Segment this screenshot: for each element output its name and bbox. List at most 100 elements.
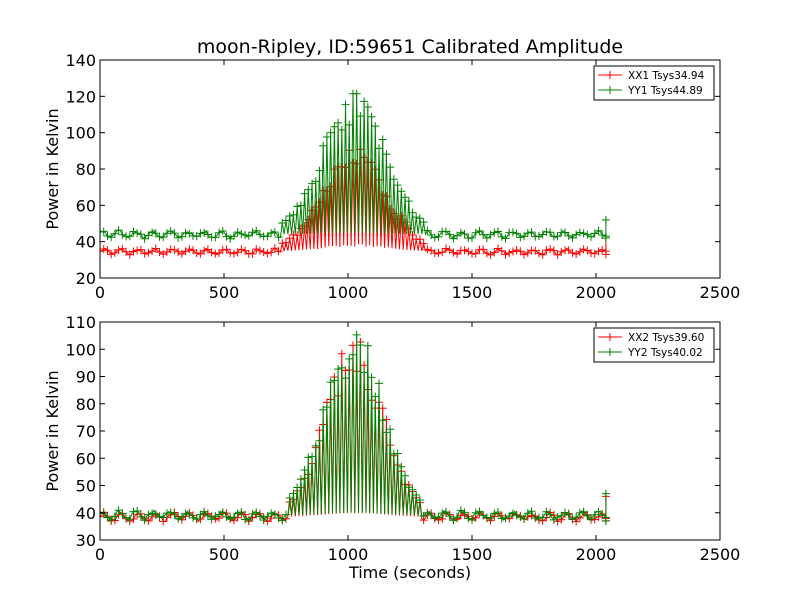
data-point bbox=[226, 513, 235, 522]
data-point bbox=[218, 226, 227, 235]
data-point bbox=[415, 235, 424, 244]
data-point bbox=[587, 248, 596, 257]
y-tick-label: 90 bbox=[76, 368, 96, 387]
data-point bbox=[553, 232, 562, 241]
data-point bbox=[136, 245, 145, 254]
data-point bbox=[237, 508, 246, 517]
data-point bbox=[415, 214, 424, 223]
legend-1: XX2 Tsys39.60 YY2 Tsys40.02 bbox=[593, 327, 715, 363]
legend-label: XX2 Tsys39.60 bbox=[628, 332, 704, 344]
data-point bbox=[159, 250, 168, 259]
data-point bbox=[133, 246, 142, 255]
data-point bbox=[371, 392, 380, 401]
data-point bbox=[434, 248, 443, 257]
data-point bbox=[415, 496, 424, 505]
data-point bbox=[546, 228, 555, 237]
data-point bbox=[427, 511, 436, 520]
data-point bbox=[181, 247, 190, 256]
data-point bbox=[270, 228, 279, 237]
data-point bbox=[538, 513, 547, 522]
data-point bbox=[330, 376, 339, 385]
data-point bbox=[456, 228, 465, 237]
data-point bbox=[293, 231, 302, 240]
data-point bbox=[285, 211, 294, 220]
data-point bbox=[259, 516, 268, 525]
data-point bbox=[315, 166, 324, 175]
data-point bbox=[118, 230, 127, 239]
data-point bbox=[296, 201, 305, 210]
data-point bbox=[192, 249, 201, 258]
data-point bbox=[222, 232, 231, 241]
x-tick-label: 2500 bbox=[700, 545, 741, 564]
data-point bbox=[423, 226, 432, 235]
data-point bbox=[129, 247, 138, 256]
data-point bbox=[356, 340, 365, 349]
data-point bbox=[490, 509, 499, 518]
data-point bbox=[278, 239, 287, 248]
data-point bbox=[564, 231, 573, 240]
data-point bbox=[263, 249, 272, 258]
data-point bbox=[308, 179, 317, 188]
data-point bbox=[341, 100, 350, 109]
data-point bbox=[438, 248, 447, 257]
data-point bbox=[579, 507, 588, 516]
data-point bbox=[311, 177, 320, 186]
data-point bbox=[408, 485, 417, 494]
data-point bbox=[170, 245, 179, 254]
data-point bbox=[100, 228, 104, 236]
series-1-1 bbox=[100, 330, 610, 525]
data-point bbox=[572, 230, 581, 239]
data-point bbox=[140, 249, 149, 258]
data-point bbox=[553, 513, 562, 522]
data-point bbox=[244, 231, 253, 240]
data-point bbox=[375, 379, 383, 388]
legend-marker bbox=[606, 333, 614, 341]
data-point bbox=[296, 475, 305, 484]
data-point bbox=[360, 97, 369, 106]
data-point bbox=[285, 234, 294, 243]
data-point bbox=[185, 245, 194, 254]
data-point bbox=[464, 247, 473, 256]
data-point bbox=[282, 238, 290, 247]
data-point bbox=[233, 228, 242, 237]
data-point bbox=[263, 512, 272, 521]
data-point bbox=[401, 193, 410, 202]
data-point bbox=[594, 507, 603, 516]
data-point bbox=[542, 246, 551, 255]
data-point bbox=[412, 213, 421, 222]
data-point bbox=[218, 245, 227, 254]
data-point bbox=[129, 507, 138, 516]
data-point bbox=[445, 512, 454, 521]
data-point bbox=[255, 246, 264, 255]
legend-box bbox=[593, 65, 715, 101]
data-point bbox=[534, 232, 543, 241]
data-point bbox=[475, 226, 484, 235]
data-point bbox=[501, 513, 510, 522]
data-point bbox=[110, 512, 119, 521]
data-point bbox=[345, 354, 354, 363]
data-point bbox=[337, 349, 346, 358]
data-point bbox=[211, 249, 220, 258]
data-point bbox=[282, 510, 290, 519]
data-point bbox=[189, 513, 197, 522]
data-point bbox=[534, 249, 543, 258]
data-point bbox=[393, 181, 402, 190]
data-point bbox=[393, 449, 402, 458]
data-point bbox=[423, 245, 432, 254]
data-point bbox=[441, 507, 450, 516]
data-point bbox=[538, 250, 547, 259]
data-point bbox=[453, 249, 462, 258]
data-point bbox=[557, 247, 566, 256]
data-point bbox=[319, 141, 328, 150]
data-point bbox=[501, 234, 510, 243]
plot-0: 0 500 1000 1500 2000 2500 20 40 60 80 100 120 140 XX1… bbox=[65, 51, 740, 302]
data-point bbox=[300, 465, 309, 474]
data-point bbox=[252, 226, 261, 235]
data-point bbox=[185, 229, 194, 238]
data-point bbox=[114, 506, 123, 515]
data-point bbox=[486, 513, 495, 522]
data-point bbox=[100, 247, 104, 256]
data-point bbox=[155, 512, 164, 521]
data-point bbox=[408, 231, 417, 240]
